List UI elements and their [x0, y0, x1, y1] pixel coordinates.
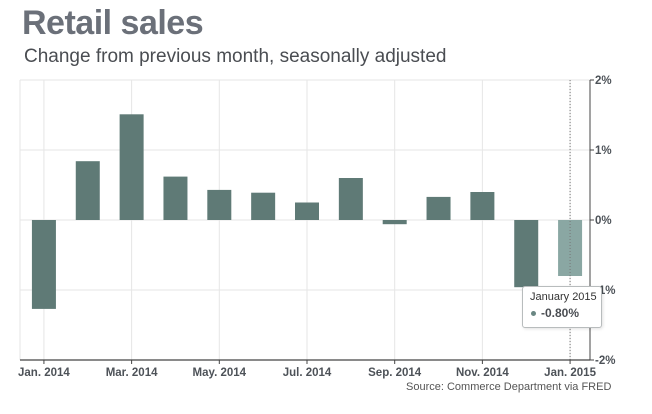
- y-tick-label: 0%: [595, 215, 612, 227]
- bar-apr-2014[interactable]: [163, 176, 188, 220]
- tooltip: January 2015 -0.80%: [522, 286, 602, 328]
- bar-nov-2014[interactable]: [470, 192, 495, 220]
- bar-jun-2014[interactable]: [251, 192, 276, 220]
- bar-oct-2014[interactable]: [426, 196, 451, 220]
- bar-sep-2014[interactable]: [382, 220, 407, 225]
- x-tick-label: May. 2014: [193, 367, 247, 379]
- bar-jul-2014[interactable]: [295, 202, 319, 221]
- bar-may-2014[interactable]: [207, 189, 232, 220]
- source-note: Source: Commerce Department via FRED: [406, 381, 612, 393]
- bar-mar-2014[interactable]: [119, 114, 144, 220]
- x-tick-label: Jan. 2015: [544, 367, 596, 379]
- x-tick-label: Jul. 2014: [283, 367, 332, 379]
- bar-feb-2014[interactable]: [75, 161, 100, 220]
- x-tick-label: Mar. 2014: [106, 367, 158, 379]
- tooltip-value: -0.80%: [541, 306, 580, 320]
- y-tick-label: -2%: [595, 355, 615, 367]
- bar-jan-2014[interactable]: [31, 220, 56, 309]
- x-tick-label: Sep. 2014: [368, 367, 422, 379]
- bar-dec-2014[interactable]: [514, 220, 539, 288]
- tooltip-date: January 2015: [530, 291, 597, 303]
- y-tick-label: 2%: [595, 75, 612, 87]
- tooltip-series-dot: [531, 311, 536, 316]
- chart-subtitle: Change from previous month, seasonally a…: [24, 46, 447, 67]
- x-tick-label: Nov. 2014: [456, 367, 509, 379]
- bar-aug-2014[interactable]: [338, 178, 363, 220]
- x-tick-label: Jan. 2014: [18, 367, 70, 379]
- y-tick-label: 1%: [595, 145, 612, 157]
- chart-title: Retail sales: [22, 4, 204, 42]
